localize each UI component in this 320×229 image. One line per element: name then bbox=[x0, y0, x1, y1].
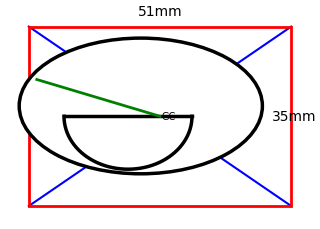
Bar bbox=[29, 27, 291, 206]
Ellipse shape bbox=[19, 39, 262, 174]
Text: GC: GC bbox=[162, 112, 176, 122]
Text: 51mm: 51mm bbox=[138, 5, 182, 19]
Text: 35mm: 35mm bbox=[272, 110, 317, 124]
